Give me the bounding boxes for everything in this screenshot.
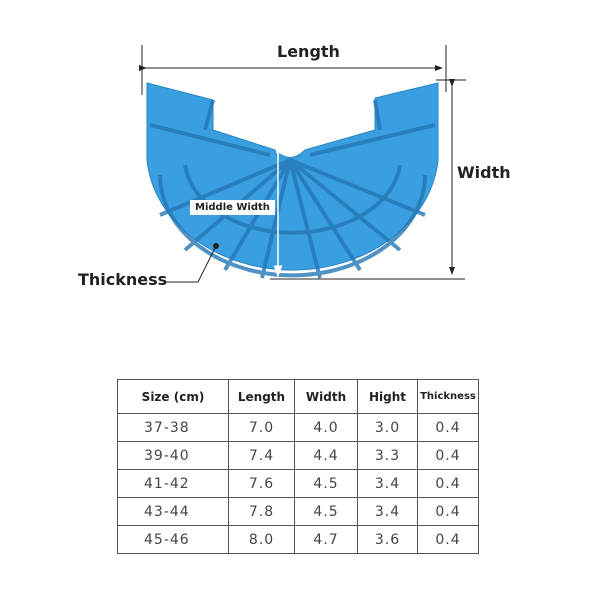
cell-hight: 3.4 — [357, 469, 418, 498]
table-header-row: Size (cm) Length Width Hight Thickness — [117, 379, 479, 414]
cell-length: 8.0 — [228, 525, 295, 554]
length-dimension — [139, 45, 447, 95]
cell-width: 4.5 — [294, 469, 358, 498]
cell-thickness: 0.4 — [417, 413, 479, 442]
header-thickness: Thickness — [417, 379, 479, 414]
cell-length: 7.6 — [228, 469, 295, 498]
header-hight: Hight — [357, 379, 418, 414]
heel-protector-diagram — [139, 45, 466, 283]
table-row: 43-44 7.8 4.5 3.4 0.4 — [117, 497, 479, 526]
thickness-label: Thickness — [78, 270, 168, 289]
length-label: Length — [277, 42, 340, 61]
table-row: 39-40 7.4 4.4 3.3 0.4 — [117, 441, 479, 470]
cell-thickness: 0.4 — [417, 525, 479, 554]
cell-hight: 3.6 — [357, 525, 418, 554]
table-row: 45-46 8.0 4.7 3.6 0.4 — [117, 525, 479, 554]
middle-width-label: Middle Width — [190, 200, 275, 215]
cell-size: 37-38 — [117, 413, 229, 442]
cell-hight: 3.4 — [357, 497, 418, 526]
heel-protector-shape — [146, 82, 439, 279]
header-width: Width — [294, 379, 358, 414]
table-row: 37-38 7.0 4.0 3.0 0.4 — [117, 413, 479, 442]
width-dimension — [270, 79, 466, 280]
cell-size: 39-40 — [117, 441, 229, 470]
table-row: 41-42 7.6 4.5 3.4 0.4 — [117, 469, 479, 498]
cell-thickness: 0.4 — [417, 497, 479, 526]
thickness-leader — [165, 243, 219, 283]
cell-width: 4.0 — [294, 413, 358, 442]
size-table: Size (cm) Length Width Hight Thickness 3… — [117, 379, 479, 554]
cell-hight: 3.0 — [357, 413, 418, 442]
header-length: Length — [228, 379, 295, 414]
cell-hight: 3.3 — [357, 441, 418, 470]
cell-length: 7.8 — [228, 497, 295, 526]
cell-thickness: 0.4 — [417, 441, 479, 470]
cell-width: 4.5 — [294, 497, 358, 526]
width-label: Width — [457, 163, 511, 182]
header-size: Size (cm) — [117, 379, 229, 414]
cell-size: 43-44 — [117, 497, 229, 526]
cell-size: 41-42 — [117, 469, 229, 498]
cell-thickness: 0.4 — [417, 469, 479, 498]
cell-width: 4.4 — [294, 441, 358, 470]
cell-width: 4.7 — [294, 525, 358, 554]
cell-length: 7.0 — [228, 413, 295, 442]
cell-size: 45-46 — [117, 525, 229, 554]
cell-length: 7.4 — [228, 441, 295, 470]
